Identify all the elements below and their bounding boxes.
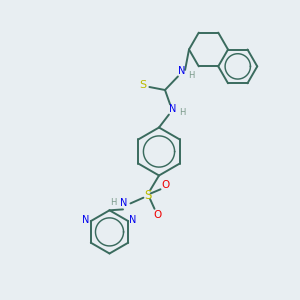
Text: H: H xyxy=(110,198,117,207)
Text: N: N xyxy=(82,214,90,225)
Text: H: H xyxy=(188,70,194,80)
Text: H: H xyxy=(179,108,185,117)
Text: N: N xyxy=(120,197,127,208)
Text: S: S xyxy=(144,189,151,203)
Text: S: S xyxy=(139,80,146,90)
Text: N: N xyxy=(169,103,176,114)
Text: N: N xyxy=(178,66,185,76)
Text: O: O xyxy=(153,210,162,220)
Text: O: O xyxy=(162,179,170,190)
Text: N: N xyxy=(129,214,137,225)
